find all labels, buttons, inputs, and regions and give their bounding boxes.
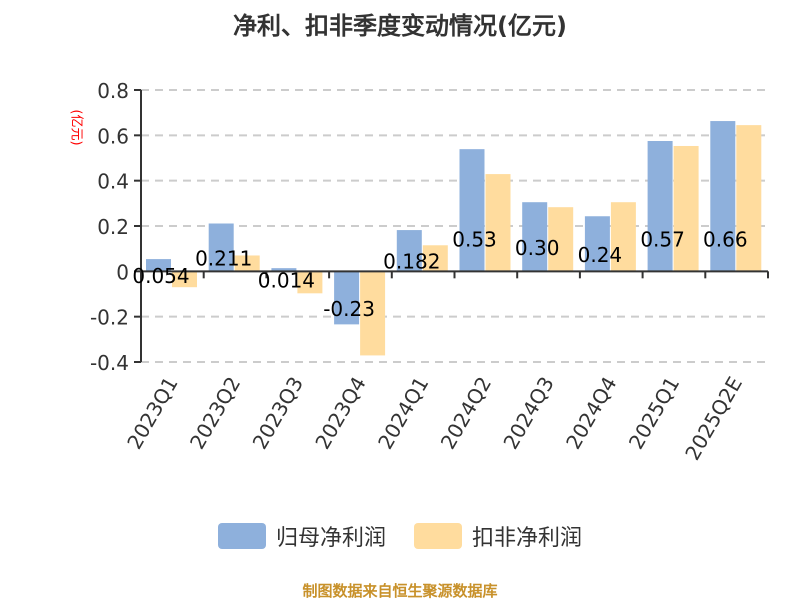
data-label: 0.182 [383, 250, 440, 274]
bar-net-profit [710, 121, 736, 272]
bar-net-profit [146, 259, 171, 272]
data-label: 0.57 [640, 227, 685, 251]
y-tick-label: -0.4 [90, 351, 129, 375]
y-tick-label: 0.4 [97, 170, 129, 194]
y-tick-label: 0.6 [97, 124, 129, 148]
bar-deducted-profit [610, 202, 636, 272]
x-tick-label: 2023Q3 [248, 373, 308, 454]
bar-deducted-profit [422, 245, 448, 272]
bar-deducted-profit [485, 174, 511, 272]
legend-label: 扣非净利润 [472, 526, 583, 551]
data-label: 0.66 [703, 227, 748, 251]
y-tick-label: 0.8 [97, 79, 129, 103]
data-label: 0.211 [195, 246, 252, 270]
bar-net-profit [334, 271, 360, 325]
y-tick-label: -0.2 [90, 306, 129, 330]
bar-deducted-profit [360, 271, 386, 356]
bar-net-profit [522, 202, 548, 272]
bar-deducted-profit [736, 125, 762, 272]
x-tick-label: 2025Q2E [680, 373, 747, 465]
x-tick-label: 2023Q2 [185, 373, 245, 454]
bar-deducted-profit [297, 271, 323, 294]
data-label: 0.014 [258, 269, 315, 293]
x-tick-label: 2024Q2 [436, 372, 496, 453]
bar-net-profit [208, 223, 234, 272]
legend-swatch-deducted-profit [414, 523, 462, 549]
bar-net-profit [647, 141, 673, 272]
bar-deducted-profit [548, 207, 574, 272]
bar-net-profit [584, 216, 610, 272]
data-label: 0.24 [578, 243, 623, 267]
legend: 归母净利润 扣非净利润 [0, 520, 800, 552]
legend-swatch-net-profit [217, 523, 266, 549]
x-tick-label: 2025Q1 [624, 373, 684, 454]
data-label: 0.30 [515, 236, 560, 260]
chart-title: 净利、扣非季度变动情况(亿元) [233, 12, 567, 40]
y-tick-label: 0.2 [97, 215, 129, 239]
source-footer: 制图数据来自恒生聚源数据库 [302, 582, 498, 600]
x-tick-label: 2024Q3 [498, 373, 558, 454]
legend-label: 归母净利润 [275, 526, 386, 551]
y-tick-label: 0 [116, 260, 129, 284]
bar-deducted-profit [673, 145, 699, 272]
bar-deducted-profit [172, 271, 197, 288]
legend-item-net-profit[interactable]: 归母净利润 [217, 520, 386, 552]
x-tick-label: 2023Q4 [310, 373, 370, 454]
bar-net-profit [459, 149, 485, 272]
x-tick-label: 2024Q1 [373, 373, 433, 454]
data-label: -0.23 [323, 297, 375, 321]
legend-item-deducted-profit[interactable]: 扣非净利润 [414, 520, 582, 552]
x-tick-label: 2024Q4 [561, 373, 621, 454]
data-label: 0.53 [452, 227, 497, 251]
data-label: 0.054 [132, 264, 189, 288]
bar-net-profit [396, 230, 422, 272]
bar-deducted-profit [234, 255, 260, 272]
x-tick-label: 2023Q1 [122, 373, 182, 454]
bar-net-profit [271, 268, 297, 272]
